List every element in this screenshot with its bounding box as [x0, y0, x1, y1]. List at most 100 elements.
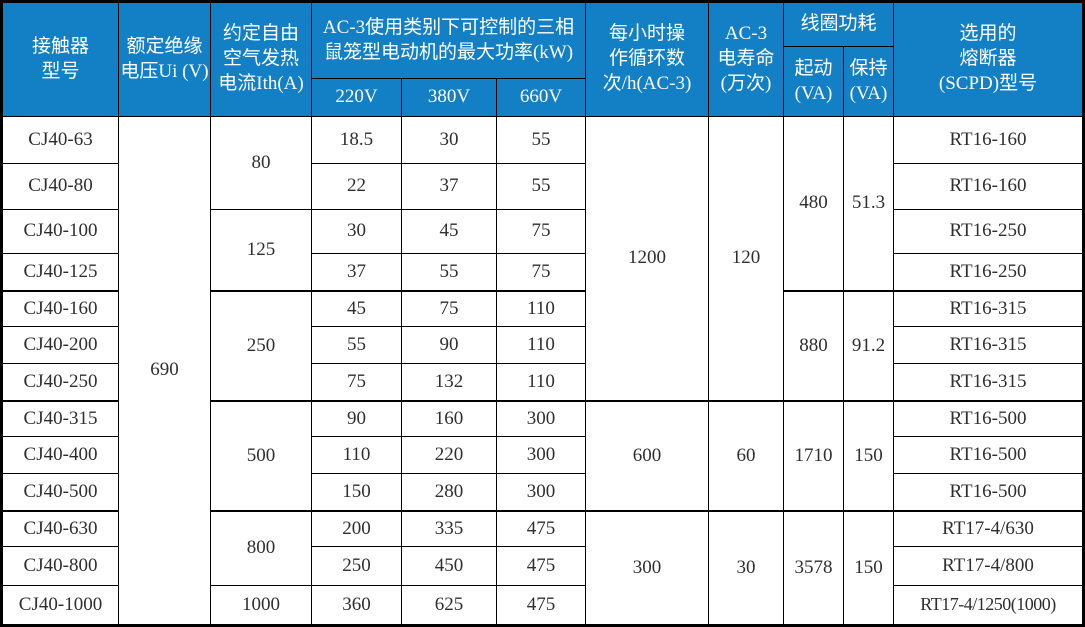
cell-p220: 150: [312, 474, 402, 512]
cell-ith: 80: [211, 117, 312, 210]
cell-p380: 90: [402, 327, 497, 364]
cell-p380: 450: [402, 547, 497, 586]
cell-p660: 300: [497, 437, 586, 474]
cell-p380: 280: [402, 474, 497, 512]
cell-p660: 300: [497, 402, 586, 437]
cell-p380: 55: [402, 254, 497, 292]
header-ac3-electrical-life: AC-3 电寿命 (万次): [709, 3, 784, 117]
header-ac3-max-power: AC-3使用类别下可控制的三相 鼠笼型电动机的最大功率(kW): [312, 3, 586, 79]
cell-coil-hold: 51.3: [844, 117, 894, 292]
cell-model: CJ40-630: [3, 512, 119, 547]
cell-fuse: RT16-160: [894, 117, 1082, 164]
cell-model: CJ40-250: [3, 364, 119, 402]
cell-coil-hold: 150: [844, 512, 894, 624]
cell-fuse: RT16-160: [894, 164, 1082, 210]
cell-fuse: RT16-500: [894, 474, 1082, 512]
cell-p220: 18.5: [312, 117, 402, 164]
cell-fuse: RT17-4/800: [894, 547, 1082, 586]
cell-p660: 55: [497, 117, 586, 164]
cell-ops-per-hour: 600: [586, 402, 709, 512]
cell-p660: 300: [497, 474, 586, 512]
cell-p380: 45: [402, 210, 497, 254]
cell-p380: 132: [402, 364, 497, 402]
header-contactor-model: 接触器 型号: [3, 3, 119, 117]
cell-fuse: RT16-500: [894, 402, 1082, 437]
cell-p220: 250: [312, 547, 402, 586]
cell-p660: 110: [497, 327, 586, 364]
cell-p220: 200: [312, 512, 402, 547]
cell-coil-start: 3578: [784, 512, 844, 624]
cell-coil-start: 1710: [784, 402, 844, 512]
header-coil-hold: 保持 (VA): [844, 47, 894, 117]
header-fuse: 选用的 熔断器 (SCPD)型号: [894, 3, 1082, 117]
cell-model: CJ40-160: [3, 292, 119, 327]
cell-p380: 30: [402, 117, 497, 164]
cell-model: CJ40-1000: [3, 586, 119, 624]
cell-p220: 37: [312, 254, 402, 292]
cell-p220: 22: [312, 164, 402, 210]
cell-ops-per-hour: 1200: [586, 117, 709, 402]
cell-model: CJ40-200: [3, 327, 119, 364]
cell-electrical-life: 120: [709, 117, 784, 402]
cell-ith: 1000: [211, 586, 312, 624]
cell-fuse: RT16-500: [894, 437, 1082, 474]
cell-fuse: RT16-250: [894, 254, 1082, 292]
cell-ith: 250: [211, 292, 312, 402]
cell-model: CJ40-500: [3, 474, 119, 512]
cell-p220: 75: [312, 364, 402, 402]
header-ops-per-hour: 每小时操 作循环数 次/h(AC-3): [586, 3, 709, 117]
cell-fuse: RT16-315: [894, 292, 1082, 327]
cell-p220: 45: [312, 292, 402, 327]
cell-p380: 160: [402, 402, 497, 437]
cell-p220: 90: [312, 402, 402, 437]
cell-p660: 110: [497, 292, 586, 327]
cell-p220: 55: [312, 327, 402, 364]
cell-electrical-life: 30: [709, 512, 784, 624]
cell-coil-hold: 91.2: [844, 292, 894, 402]
cell-coil-hold: 150: [844, 402, 894, 512]
cell-p380: 335: [402, 512, 497, 547]
cell-ith: 125: [211, 210, 312, 292]
header-rated-insulation-voltage: 额定绝缘 电压Ui (V): [119, 3, 211, 117]
cell-p380: 625: [402, 586, 497, 624]
cell-p660: 55: [497, 164, 586, 210]
header-660v: 660V: [497, 79, 586, 117]
cell-p380: 220: [402, 437, 497, 474]
cell-fuse: RT16-250: [894, 210, 1082, 254]
header-380v: 380V: [402, 79, 497, 117]
cell-fuse: RT16-315: [894, 364, 1082, 402]
cell-model: CJ40-125: [3, 254, 119, 292]
header-coil-power: 线圈功耗: [784, 3, 894, 47]
cell-coil-start: 480: [784, 117, 844, 292]
cell-p660: 75: [497, 254, 586, 292]
cell-ui-voltage: 690: [119, 117, 211, 624]
cell-fuse: RT17-4/630: [894, 512, 1082, 547]
cell-model: CJ40-63: [3, 117, 119, 164]
cell-fuse: RT17-4/1250(1000): [920, 594, 1056, 615]
cell-coil-start: 880: [784, 292, 844, 402]
cell-model: CJ40-100: [3, 210, 119, 254]
cell-p660: 75: [497, 210, 586, 254]
cell-p220: 110: [312, 437, 402, 474]
cell-p380: 75: [402, 292, 497, 327]
cell-ith: 800: [211, 512, 312, 586]
cell-ops-per-hour: 300: [586, 512, 709, 624]
cell-p220: 360: [312, 586, 402, 624]
header-free-air-thermal-current: 约定自由 空气发热 电流Ith(A): [211, 3, 312, 117]
cell-model: CJ40-315: [3, 402, 119, 437]
header-coil-start: 起动 (VA): [784, 47, 844, 117]
cell-p220: 30: [312, 210, 402, 254]
cell-p660: 110: [497, 364, 586, 402]
cell-model: CJ40-80: [3, 164, 119, 210]
cell-model: CJ40-800: [3, 547, 119, 586]
cell-electrical-life: 60: [709, 402, 784, 512]
cell-fuse: RT16-315: [894, 327, 1082, 364]
header-220v: 220V: [312, 79, 402, 117]
cell-p660: 475: [497, 512, 586, 547]
cell-p660: 475: [497, 586, 586, 624]
cell-ith: 500: [211, 402, 312, 512]
cell-model: CJ40-400: [3, 437, 119, 474]
cell-p660: 475: [497, 547, 586, 586]
cell-p380: 37: [402, 164, 497, 210]
